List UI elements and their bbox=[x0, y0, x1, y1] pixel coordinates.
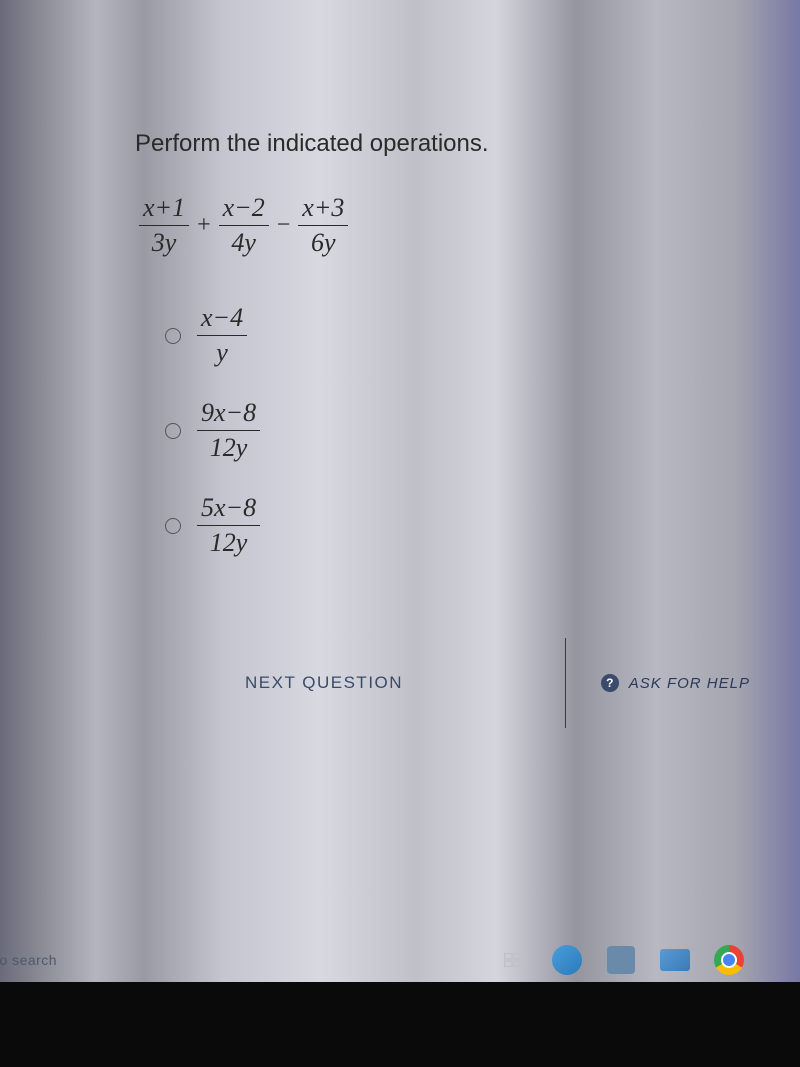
radio-icon[interactable] bbox=[165, 328, 181, 344]
help-icon: ? bbox=[601, 674, 619, 692]
edge-browser-icon[interactable] bbox=[551, 944, 583, 976]
denominator: 4y bbox=[227, 226, 260, 258]
divider bbox=[565, 638, 566, 728]
numerator: x−2 bbox=[219, 193, 269, 226]
numerator: 5x−8 bbox=[197, 493, 260, 526]
chrome-browser-icon[interactable] bbox=[713, 944, 745, 976]
option-fraction: 9x−8 12y bbox=[197, 398, 260, 463]
denominator: 12y bbox=[206, 431, 252, 463]
numerator: x+1 bbox=[139, 193, 189, 226]
task-view-icon[interactable] bbox=[497, 944, 529, 976]
math-expression: x+1 3y + x−2 4y − x+3 6y bbox=[135, 193, 770, 258]
radio-icon[interactable] bbox=[165, 518, 181, 534]
numerator: 9x−8 bbox=[197, 398, 260, 431]
option-1[interactable]: x−4 y bbox=[165, 303, 770, 368]
microsoft-store-icon[interactable] bbox=[605, 944, 637, 976]
taskbar-icons bbox=[497, 944, 745, 976]
help-section: ? ASK FOR HELP bbox=[565, 638, 750, 728]
fraction-3: x+3 6y bbox=[298, 193, 348, 258]
mail-icon[interactable] bbox=[659, 944, 691, 976]
question-prompt: Perform the indicated operations. bbox=[135, 130, 770, 158]
option-fraction: x−4 y bbox=[197, 303, 247, 368]
ask-for-help-button[interactable]: ? ASK FOR HELP bbox=[601, 674, 750, 692]
denominator: y bbox=[212, 336, 232, 368]
radio-icon[interactable] bbox=[165, 423, 181, 439]
help-label: ASK FOR HELP bbox=[629, 675, 750, 692]
option-2[interactable]: 9x−8 12y bbox=[165, 398, 770, 463]
denominator: 6y bbox=[307, 226, 340, 258]
search-text[interactable]: to search bbox=[0, 952, 57, 968]
next-question-button[interactable]: NEXT QUESTION bbox=[245, 673, 403, 693]
option-fraction: 5x−8 12y bbox=[197, 493, 260, 558]
numerator: x+3 bbox=[298, 193, 348, 226]
denominator: 12y bbox=[206, 526, 252, 558]
question-panel: Perform the indicated operations. x+1 3y… bbox=[0, 0, 800, 900]
option-3[interactable]: 5x−8 12y bbox=[165, 493, 770, 558]
answer-options: x−4 y 9x−8 12y 5x−8 12y bbox=[165, 303, 770, 558]
fraction-1: x+1 3y bbox=[139, 193, 189, 258]
numerator: x−4 bbox=[197, 303, 247, 336]
navigation-row: NEXT QUESTION ? ASK FOR HELP bbox=[135, 638, 770, 728]
windows-taskbar: to search bbox=[0, 937, 800, 982]
denominator: 3y bbox=[148, 226, 181, 258]
screen-bezel bbox=[0, 982, 800, 1067]
operator-plus: + bbox=[197, 212, 211, 239]
fraction-2: x−2 4y bbox=[219, 193, 269, 258]
operator-minus: − bbox=[277, 212, 291, 239]
